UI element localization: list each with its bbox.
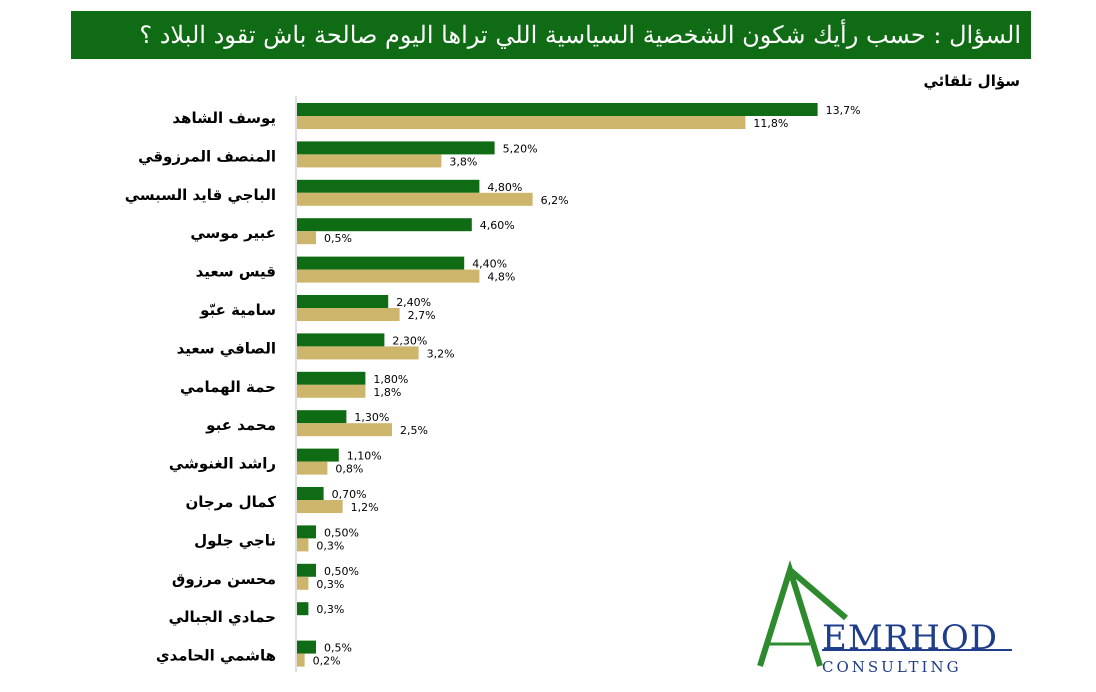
bar-series-2 — [297, 461, 328, 475]
data-label: 0,50% — [324, 565, 359, 578]
bar-series-2 — [297, 423, 392, 437]
bar-series-1 — [297, 333, 385, 347]
category-label: محمد عبو — [205, 416, 276, 434]
category-label: ناجي جلول — [194, 531, 276, 549]
bar-series-1 — [297, 602, 309, 616]
data-label: 2,7% — [408, 309, 436, 322]
data-label: 5,20% — [503, 142, 538, 155]
data-label: 0,5% — [324, 232, 352, 245]
data-label: 0,3% — [316, 603, 344, 616]
category-label: هاشمي الحامدي — [156, 647, 276, 666]
bar-series-1 — [297, 179, 480, 193]
chart-subtitle: سؤال تلقائي — [923, 72, 1020, 90]
category-label: الصافي سعيد — [177, 339, 276, 357]
data-label: 3,2% — [427, 347, 455, 360]
bar-series-1 — [297, 295, 389, 308]
chart-title-bar: السؤال : حسب رأيك شكون الشخصية السياسية … — [71, 11, 1031, 59]
bar-series-1 — [297, 525, 316, 539]
bar-series-2 — [297, 384, 366, 398]
bar-series-1 — [297, 141, 495, 155]
emrhod-logo: EMRHOD CONSULTING — [750, 548, 1030, 688]
category-label: حمة الهمامي — [180, 378, 276, 396]
logo-tagline: CONSULTING — [822, 658, 962, 676]
data-label: 1,10% — [347, 450, 382, 463]
data-label: 4,60% — [480, 219, 515, 232]
category-label: راشد الغنوشي — [169, 455, 276, 473]
bar-series-1 — [297, 218, 472, 232]
data-label: 0,2% — [313, 655, 341, 668]
bar-series-1 — [297, 563, 316, 577]
bar-series-1 — [297, 103, 818, 116]
data-label: 3,8% — [449, 155, 477, 168]
data-label: 4,80% — [487, 181, 522, 194]
category-label: سامية عبّو — [199, 301, 276, 319]
data-label: 0,8% — [335, 463, 363, 476]
data-label: 4,40% — [472, 258, 507, 271]
bar-series-2 — [297, 154, 442, 168]
category-label: الباجي قايد السبسي — [125, 186, 276, 204]
logo-wordmark: EMRHOD — [822, 618, 999, 658]
category-label: كمال مرجان — [185, 493, 276, 511]
data-label: 4,8% — [487, 271, 515, 284]
category-label: يوسف الشاهد — [172, 109, 276, 127]
bar-series-1 — [297, 487, 324, 500]
bar-series-1 — [297, 640, 316, 654]
category-label: محسن مرزوق — [172, 570, 276, 588]
logo-triangle-icon — [757, 559, 1012, 667]
data-label: 0,50% — [324, 526, 359, 539]
data-label: 1,80% — [373, 373, 408, 386]
data-label: 11,8% — [753, 117, 788, 130]
data-label: 0,5% — [324, 642, 352, 655]
data-label: 1,2% — [351, 501, 379, 514]
category-label: قيس سعيد — [196, 263, 276, 281]
bar-series-2 — [297, 231, 316, 245]
bar-series-2 — [297, 192, 533, 206]
bar-series-2 — [297, 308, 400, 321]
bar-series-1 — [297, 371, 366, 385]
data-label: 2,40% — [396, 296, 431, 309]
data-label: 2,5% — [400, 424, 428, 437]
bar-series-2 — [297, 576, 309, 590]
category-label: عبير موسي — [190, 224, 276, 242]
data-label: 1,8% — [373, 386, 401, 399]
data-label: 13,7% — [826, 104, 861, 117]
bar-series-2 — [297, 500, 343, 513]
bar-series-2 — [297, 116, 746, 129]
data-label: 2,30% — [392, 334, 427, 347]
data-label: 0,3% — [316, 539, 344, 552]
bar-series-1 — [297, 410, 347, 424]
bar-series-1 — [297, 256, 465, 270]
category-label: حمادي الجبالي — [169, 608, 276, 627]
data-label: 0,70% — [332, 488, 367, 501]
bar-series-1 — [297, 448, 339, 462]
bar-series-2 — [297, 269, 480, 283]
bar-series-2 — [297, 538, 309, 552]
bar-series-2 — [297, 653, 305, 667]
category-label: المنصف المرزوقي — [138, 147, 276, 165]
data-label: 6,2% — [541, 194, 569, 207]
chart-title: السؤال : حسب رأيك شكون الشخصية السياسية … — [139, 21, 1021, 49]
bar-series-2 — [297, 346, 419, 360]
data-label: 1,30% — [354, 411, 389, 424]
data-label: 0,3% — [316, 578, 344, 591]
